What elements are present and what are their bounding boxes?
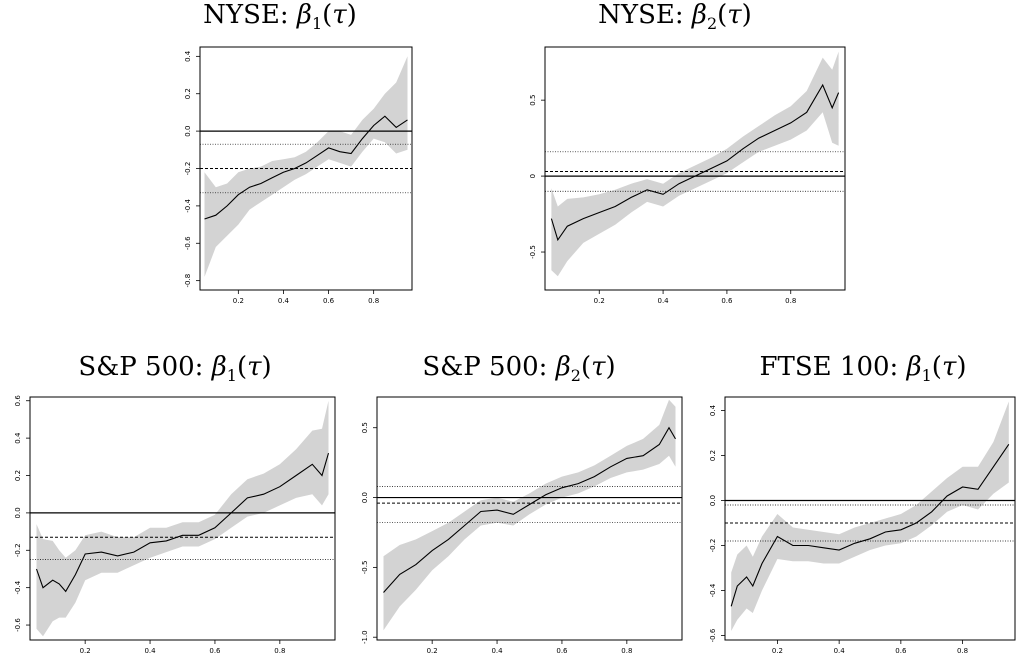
x-tick-label: 0.4 bbox=[834, 647, 846, 655]
x-tick-label: 0.2 bbox=[427, 647, 438, 655]
chart-panel-nyse-beta2: NYSE: β2(τ) bbox=[540, 0, 810, 40]
series-line bbox=[35, 452, 330, 593]
y-tick-label: 0.5 bbox=[361, 422, 369, 433]
y-tick-label: -0.4 bbox=[184, 199, 192, 213]
y-tick-label: -0.2 bbox=[709, 539, 717, 553]
y-tick-label: -0.5 bbox=[361, 561, 369, 575]
chart-title: S&P 500: β1(τ) bbox=[78, 352, 272, 386]
y-tick-label: 0.0 bbox=[361, 492, 369, 503]
chart-panel-sp500-beta1: S&P 500: β1(τ) bbox=[20, 352, 330, 392]
y-tick-label: 0.4 bbox=[184, 50, 192, 62]
x-tick-label: 0.8 bbox=[957, 647, 968, 655]
y-tick-label: 0.2 bbox=[14, 470, 22, 481]
x-tick-label: 0.4 bbox=[491, 647, 503, 655]
chart-panel-sp500-beta2: S&P 500: β2(τ) bbox=[364, 352, 674, 392]
chart-sp500-beta1: 0.2 0.4 0.6 0.8 -0.6 -0.4 -0.2 0.0 0.2 0.4 0.6 bbox=[14, 395, 336, 655]
y-tick-label: 0.2 bbox=[709, 450, 717, 461]
y-tick-label: -0.2 bbox=[14, 543, 22, 557]
y-tick-label: 0.4 bbox=[709, 404, 717, 416]
x-tick-label: 0.6 bbox=[556, 647, 568, 655]
y-tick-label: 0.2 bbox=[184, 88, 192, 99]
chart-title: FTSE 100: β1(τ) bbox=[759, 352, 967, 386]
x-tick-label: 0.8 bbox=[621, 647, 632, 655]
x-tick-label: 0.6 bbox=[721, 297, 733, 305]
confidence-band bbox=[731, 401, 1009, 631]
series-line bbox=[383, 426, 676, 593]
plot-frame bbox=[724, 396, 1016, 641]
y-tick-label: -0.5 bbox=[529, 245, 537, 259]
confidence-band bbox=[383, 399, 676, 631]
chart-title: NYSE: β1(τ) bbox=[203, 0, 357, 34]
y-tick-label: -0.6 bbox=[184, 236, 192, 250]
series-line bbox=[730, 443, 1010, 607]
y-tick-label: -0.4 bbox=[709, 583, 717, 597]
chart-nyse-beta2: 0.2 0.4 0.6 0.8 -0.5 0 0.5 bbox=[529, 46, 846, 305]
y-tick-label: -0.6 bbox=[14, 618, 22, 632]
y-tick-label: -0.8 bbox=[184, 274, 192, 288]
plot-frame bbox=[376, 396, 683, 641]
series-line bbox=[550, 83, 840, 242]
y-tick-label: -0.4 bbox=[14, 580, 22, 594]
y-tick-label: -1.0 bbox=[361, 630, 369, 644]
confidence-band bbox=[204, 56, 408, 277]
y-tick-label: 0.0 bbox=[709, 495, 717, 506]
series-line bbox=[204, 115, 408, 220]
chart-sp500-beta2: 0.2 0.4 0.6 0.8 -1.0 -0.5 0.0 0.5 bbox=[361, 396, 683, 655]
chart-ftse100-beta1: 0.2 0.4 0.6 0.8 -0.6 -0.4 -0.2 0.0 0.2 0.4 bbox=[709, 396, 1016, 655]
x-tick-label: 0.8 bbox=[368, 297, 379, 305]
x-tick-label: 0.4 bbox=[144, 647, 156, 655]
x-tick-label: 0.2 bbox=[233, 297, 244, 305]
x-tick-label: 0.6 bbox=[323, 297, 335, 305]
y-tick-label: -0.6 bbox=[709, 628, 717, 642]
x-tick-label: 0.2 bbox=[594, 297, 605, 305]
y-tick-label: 0.0 bbox=[14, 507, 22, 518]
y-tick-label: -0.2 bbox=[184, 162, 192, 176]
confidence-band bbox=[551, 51, 839, 277]
chart-panel-ftse100-beta1: FTSE 100: β1(τ) bbox=[708, 352, 1018, 392]
x-tick-label: 0.8 bbox=[274, 647, 285, 655]
confidence-band bbox=[36, 400, 329, 637]
x-tick-label: 0.8 bbox=[785, 297, 796, 305]
x-tick-label: 0.6 bbox=[209, 647, 221, 655]
x-tick-label: 0.2 bbox=[80, 647, 91, 655]
plot-frame bbox=[544, 46, 846, 291]
plot-frame bbox=[29, 396, 336, 641]
y-tick-label: 0 bbox=[529, 174, 537, 178]
y-tick-label: 0.4 bbox=[14, 432, 22, 444]
x-tick-label: 0.6 bbox=[895, 647, 907, 655]
chart-panel-nyse-beta1: NYSE: β1(τ) bbox=[200, 0, 360, 40]
x-tick-label: 0.4 bbox=[658, 297, 670, 305]
x-tick-label: 0.2 bbox=[772, 647, 783, 655]
chart-title: S&P 500: β2(τ) bbox=[422, 352, 616, 386]
chart-title: NYSE: β2(τ) bbox=[598, 0, 752, 34]
y-tick-label: 0.5 bbox=[529, 95, 537, 106]
x-tick-label: 0.4 bbox=[278, 297, 290, 305]
y-tick-label: 0.0 bbox=[184, 126, 192, 137]
y-tick-label: 0.6 bbox=[14, 395, 22, 407]
chart-nyse-beta1: 0.2 0.4 0.6 0.8 -0.8 -0.6 -0.4 -0.2 0.0 0.2 0.4 bbox=[184, 46, 413, 305]
